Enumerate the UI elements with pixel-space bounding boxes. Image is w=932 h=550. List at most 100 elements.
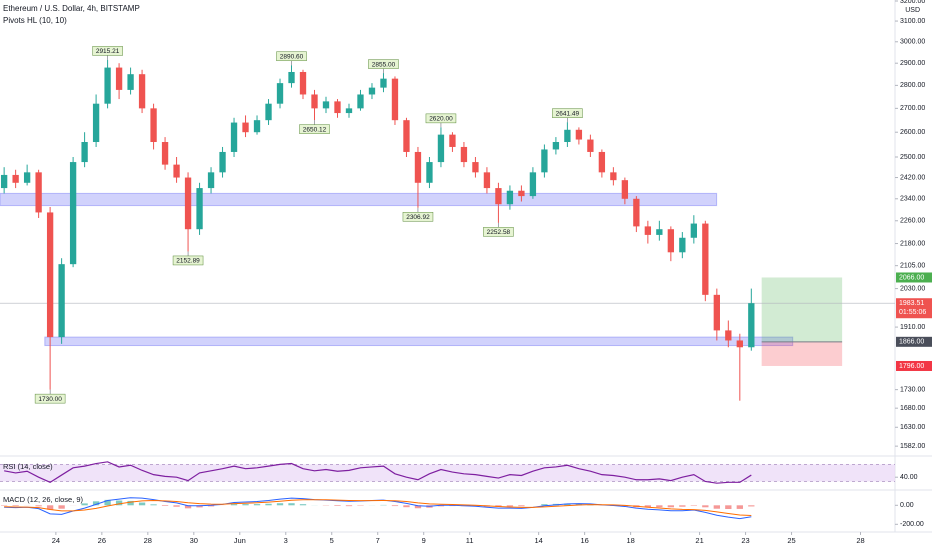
candle-body	[380, 78, 387, 88]
macd-histogram-bar	[288, 503, 295, 506]
candle-body	[219, 151, 226, 173]
y-tick-label: 1680.00	[900, 405, 925, 412]
macd-histogram-bar	[736, 505, 743, 509]
candle-body	[610, 172, 617, 181]
macd-histogram-bar	[713, 505, 720, 509]
y-tick-label: 1730.00	[900, 386, 925, 393]
currency-label: USD	[905, 7, 920, 14]
macd-histogram-bar	[564, 503, 571, 506]
rsi-line	[4, 461, 752, 484]
y-tick-label: 1582.00	[900, 443, 925, 450]
y-tick-label: 3000.00	[900, 39, 925, 46]
macd-histogram-bar	[58, 505, 65, 509]
candle-body	[58, 264, 65, 338]
x-tick-label: 3	[284, 536, 288, 545]
x-tick-label: 24	[52, 536, 60, 545]
y-tick-label: 2420.00	[900, 174, 925, 181]
candle-body	[506, 190, 514, 205]
macd-histogram-bar	[81, 503, 88, 506]
pivot-label: 2641.49	[556, 110, 580, 117]
price-label-box	[896, 336, 932, 347]
pivot-label: 2915.21	[96, 48, 120, 55]
price-label-box	[896, 272, 932, 283]
macd-histogram-bar	[391, 505, 399, 507]
candle-body	[334, 101, 341, 114]
pivot-box	[299, 124, 330, 134]
candle-body	[633, 198, 640, 227]
candle-body	[575, 129, 583, 140]
macd-histogram-bar	[725, 505, 732, 510]
macd-histogram-bar	[150, 504, 157, 506]
macd-histogram-bar	[667, 505, 675, 508]
pivot-label: 2252.58	[487, 229, 511, 236]
pivot-label: 2306.92	[406, 214, 430, 221]
candle-body	[644, 226, 652, 235]
price-label: 1983.51	[899, 300, 924, 307]
y-tick-label: 2340.00	[900, 196, 925, 203]
candle-body	[115, 67, 123, 90]
candle-body	[92, 103, 100, 143]
candle-body	[690, 223, 697, 238]
candle-body	[587, 139, 594, 152]
candle-body	[368, 87, 376, 95]
pivot-label: 2855.00	[372, 61, 396, 68]
candle-body	[357, 94, 364, 109]
macd-histogram-bar	[644, 505, 652, 508]
macd-histogram-bar	[161, 505, 169, 506]
candle-body	[23, 172, 31, 183]
candle-body	[483, 172, 491, 189]
candle-body	[403, 120, 410, 152]
macd-histogram-bar	[207, 505, 215, 507]
indicator-title: Pivots HL (10, 10)	[3, 16, 67, 25]
candle-body	[161, 142, 169, 165]
chart-title: Ethereum / U.S. Dollar, 4h, BITSTAMP	[3, 4, 140, 13]
target-zone	[761, 277, 843, 342]
x-tick-label: 18	[626, 536, 634, 545]
pivot-label: 2650.12	[303, 126, 327, 133]
x-tick-label: 11	[466, 536, 474, 545]
macd-histogram-bar	[92, 501, 100, 506]
candle-body	[173, 164, 180, 178]
macd-histogram-bar	[46, 505, 54, 510]
pivot-box	[34, 393, 66, 404]
candle-body	[449, 134, 456, 147]
price-label: 1866.00	[899, 339, 924, 346]
macd-histogram-bar	[12, 505, 19, 506]
pivot-box	[483, 227, 514, 237]
pivot-label: 1730.00	[38, 396, 62, 403]
macd-histogram-bar	[679, 505, 686, 507]
candle-body	[196, 188, 203, 230]
pivot-box	[368, 59, 399, 69]
y-tick-label: 2600.00	[900, 129, 925, 136]
candle-body	[69, 162, 77, 265]
candle-body	[230, 122, 238, 152]
candle-body	[35, 172, 42, 213]
candle-body	[713, 294, 720, 331]
pivot-box	[172, 255, 204, 266]
macd-line	[4, 499, 752, 517]
candle-body	[472, 162, 479, 173]
candle-body	[242, 122, 249, 133]
candle-body	[552, 142, 560, 150]
price-label: 2066.00	[899, 274, 924, 281]
candle-body	[138, 74, 146, 109]
pivot-label: 2152.89	[176, 258, 200, 265]
macd-histogram-bar	[748, 505, 755, 507]
macd-histogram-bar	[173, 505, 180, 507]
y-tick-label: 3200.00	[900, 0, 925, 5]
candle-body	[460, 146, 468, 163]
macd-histogram-bar	[242, 504, 249, 506]
x-tick-label: 26	[98, 536, 106, 545]
countdown: 01:55:06	[899, 309, 926, 316]
candle-body	[679, 237, 686, 253]
macd-histogram-bar	[437, 505, 445, 507]
pivot-box	[402, 212, 434, 222]
x-tick-label: 30	[190, 536, 198, 545]
pivot-box	[92, 46, 123, 56]
x-tick-label: 25	[787, 536, 795, 545]
macd-tick-label: 0.00	[900, 502, 914, 509]
x-tick-label: Jun	[234, 536, 246, 545]
candle-body	[621, 180, 629, 199]
y-tick-label: 2900.00	[900, 60, 925, 67]
